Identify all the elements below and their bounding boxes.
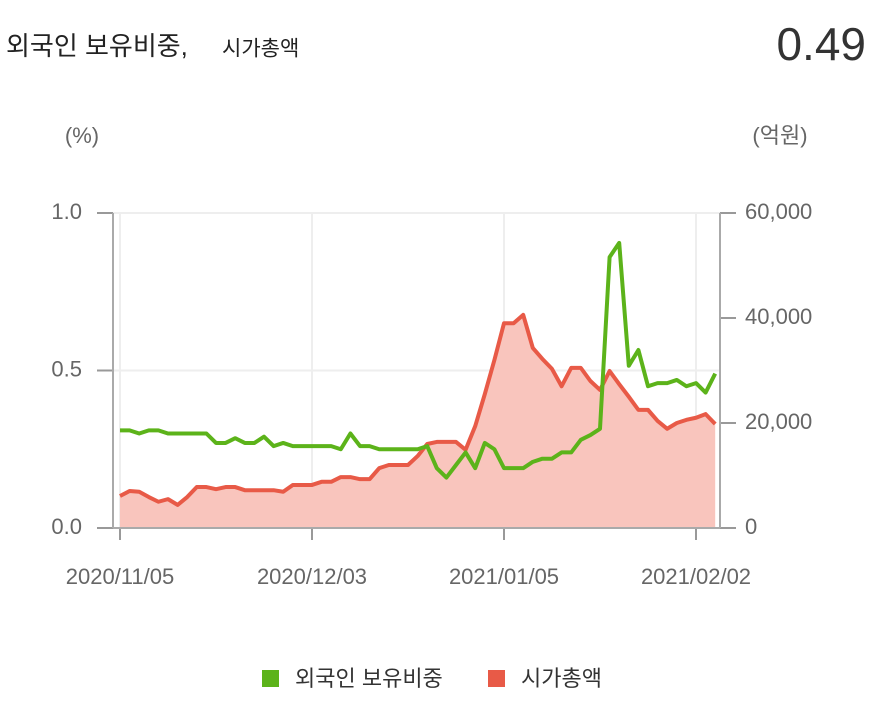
x-tick-label: 2021/01/05 [449,564,559,589]
area [120,314,716,528]
y-tick-label: 0.0 [51,514,82,539]
y2-tick-label: 60,000 [745,199,812,224]
chart-subtitle: 시가총액 [222,38,299,61]
area-line [119,312,717,507]
chart-title: 외국인 보유비중, [6,31,188,61]
y2-axis-label: (억원) [752,123,807,148]
y2-tick-label: 40,000 [745,304,812,329]
y-axis-label: (%) [65,123,99,148]
y-tick-label: 0.5 [51,356,82,381]
x-tick-label: 2021/02/02 [641,564,751,589]
legend-swatch [488,670,505,687]
legend-label: 시가총액 [521,666,602,691]
current-value: 0.49 [776,18,866,70]
y2-tick-label: 20,000 [745,409,812,434]
y-tick-label: 1.0 [51,199,82,224]
y2-tick-label: 0 [745,514,757,539]
x-tick-label: 2020/12/03 [257,564,367,589]
line [120,240,717,480]
x-tick-label: 2020/11/05 [66,564,174,589]
legend-swatch [262,670,279,687]
legend-label: 외국인 보유비중 [295,666,443,691]
